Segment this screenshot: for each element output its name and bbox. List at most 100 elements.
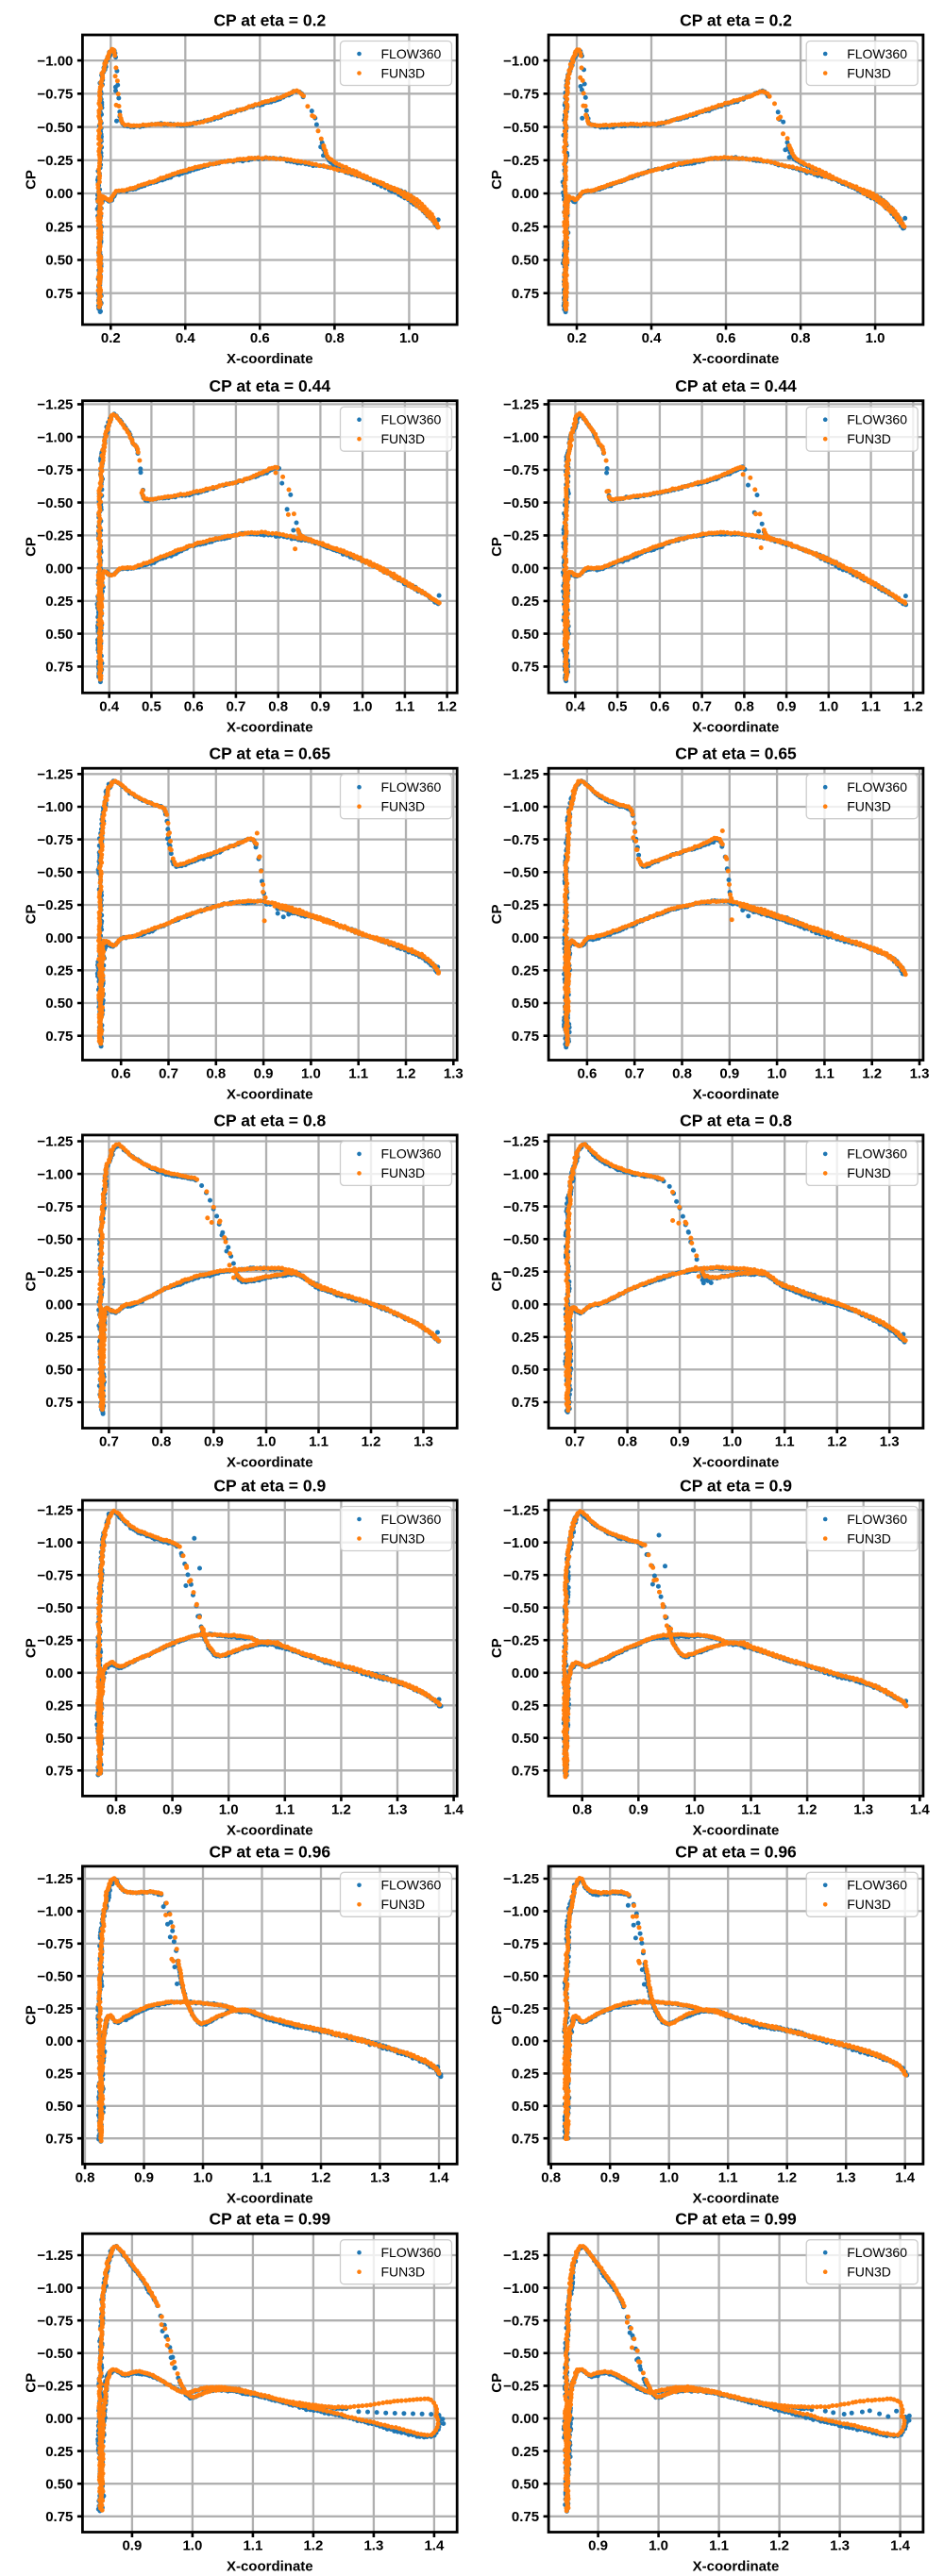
svg-text:FLOW360: FLOW360 <box>847 1512 907 1527</box>
svg-text:−0.75: −0.75 <box>503 2313 539 2329</box>
svg-text:−0.75: −0.75 <box>503 832 539 848</box>
svg-text:FUN3D: FUN3D <box>381 1165 426 1180</box>
svg-text:1.0: 1.0 <box>649 2538 668 2554</box>
svg-text:1.3: 1.3 <box>880 1434 900 1450</box>
svg-text:X-coordinate: X-coordinate <box>693 2559 780 2575</box>
svg-text:1.2: 1.2 <box>312 2169 331 2185</box>
svg-text:−0.25: −0.25 <box>37 2001 73 2017</box>
svg-text:0.9: 0.9 <box>588 2538 608 2554</box>
svg-text:CP at eta = 0.2: CP at eta = 0.2 <box>680 11 792 30</box>
svg-text:1.4: 1.4 <box>895 2169 916 2185</box>
svg-text:0.50: 0.50 <box>45 1731 73 1747</box>
svg-text:−1.00: −1.00 <box>503 2281 539 2297</box>
svg-text:FUN3D: FUN3D <box>381 2265 426 2280</box>
svg-text:1.1: 1.1 <box>815 1066 834 1082</box>
svg-text:−0.75: −0.75 <box>503 1567 539 1583</box>
svg-text:1.3: 1.3 <box>910 1066 930 1082</box>
svg-text:0.50: 0.50 <box>45 627 73 643</box>
svg-text:FUN3D: FUN3D <box>847 1531 891 1546</box>
svg-text:−1.00: −1.00 <box>37 2281 73 2297</box>
svg-text:CP: CP <box>489 1272 505 1292</box>
svg-text:FLOW360: FLOW360 <box>381 1146 442 1162</box>
svg-text:0.50: 0.50 <box>45 2099 73 2115</box>
svg-text:0.7: 0.7 <box>226 698 245 714</box>
svg-text:0.75: 0.75 <box>45 1764 73 1780</box>
svg-text:−0.75: −0.75 <box>37 1936 73 1952</box>
svg-text:0.9: 0.9 <box>204 1434 224 1450</box>
svg-text:−0.25: −0.25 <box>503 2379 539 2395</box>
svg-text:FLOW360: FLOW360 <box>381 2245 442 2260</box>
svg-text:1.2: 1.2 <box>362 1434 381 1450</box>
svg-text:1.1: 1.1 <box>741 1801 761 1817</box>
svg-text:0.00: 0.00 <box>512 2411 539 2427</box>
svg-text:1.0: 1.0 <box>866 330 885 346</box>
svg-text:−0.75: −0.75 <box>37 832 73 848</box>
svg-text:−1.25: −1.25 <box>37 1134 73 1150</box>
svg-text:−1.00: −1.00 <box>37 53 73 69</box>
svg-text:X-coordinate: X-coordinate <box>227 2559 313 2575</box>
svg-text:−1.00: −1.00 <box>503 53 539 69</box>
svg-text:−1.25: −1.25 <box>503 1502 539 1518</box>
svg-text:X-coordinate: X-coordinate <box>693 1455 780 1471</box>
svg-text:−0.50: −0.50 <box>503 865 539 881</box>
svg-text:0.00: 0.00 <box>512 1297 539 1313</box>
svg-text:FLOW360: FLOW360 <box>381 779 442 795</box>
svg-text:1.3: 1.3 <box>836 2169 856 2185</box>
svg-text:−1.00: −1.00 <box>503 429 539 445</box>
svg-text:1.4: 1.4 <box>430 2169 450 2185</box>
svg-text:FLOW360: FLOW360 <box>847 1146 907 1162</box>
svg-text:−0.25: −0.25 <box>503 528 539 544</box>
svg-text:FLOW360: FLOW360 <box>381 46 442 61</box>
svg-text:1.2: 1.2 <box>396 1066 416 1082</box>
svg-text:−0.50: −0.50 <box>37 2346 73 2362</box>
svg-text:1.2: 1.2 <box>827 1434 847 1450</box>
svg-text:−0.25: −0.25 <box>37 528 73 544</box>
svg-text:CP at eta = 0.9: CP at eta = 0.9 <box>213 1477 326 1496</box>
svg-text:1.0: 1.0 <box>722 1434 742 1450</box>
svg-text:−1.00: −1.00 <box>503 1166 539 1182</box>
svg-text:0.8: 0.8 <box>572 1801 592 1817</box>
svg-text:CP: CP <box>23 170 39 190</box>
svg-text:1.0: 1.0 <box>182 2538 202 2554</box>
svg-text:X-coordinate: X-coordinate <box>693 351 780 367</box>
svg-text:FUN3D: FUN3D <box>847 2265 891 2280</box>
svg-text:FLOW360: FLOW360 <box>847 779 907 795</box>
svg-text:−0.50: −0.50 <box>37 1968 73 1984</box>
svg-text:0.6: 0.6 <box>250 330 270 346</box>
svg-text:0.00: 0.00 <box>45 1297 73 1313</box>
svg-text:0.4: 0.4 <box>99 698 120 714</box>
svg-text:0.25: 0.25 <box>45 219 73 235</box>
svg-text:0.25: 0.25 <box>45 1698 73 1715</box>
svg-text:0.4: 0.4 <box>176 330 196 346</box>
svg-text:0.75: 0.75 <box>45 286 73 302</box>
svg-text:1.0: 1.0 <box>194 2169 213 2185</box>
svg-text:1.1: 1.1 <box>709 2538 729 2554</box>
svg-text:−1.00: −1.00 <box>37 429 73 445</box>
svg-text:FUN3D: FUN3D <box>381 1531 426 1546</box>
svg-text:0.7: 0.7 <box>99 1434 119 1450</box>
svg-text:0.9: 0.9 <box>311 698 330 714</box>
svg-text:0.7: 0.7 <box>565 1434 585 1450</box>
svg-text:1.1: 1.1 <box>775 1434 795 1450</box>
svg-text:0.50: 0.50 <box>45 1363 73 1379</box>
svg-text:0.6: 0.6 <box>577 1066 597 1082</box>
svg-text:0.75: 0.75 <box>512 1029 539 1045</box>
svg-text:0.25: 0.25 <box>512 1698 539 1715</box>
svg-text:CP: CP <box>489 904 505 924</box>
svg-text:0.2: 0.2 <box>101 330 121 346</box>
svg-text:−0.25: −0.25 <box>503 1264 539 1280</box>
svg-text:0.00: 0.00 <box>45 930 73 946</box>
svg-text:0.50: 0.50 <box>45 995 73 1012</box>
svg-text:1.0: 1.0 <box>353 698 373 714</box>
svg-text:1.2: 1.2 <box>777 2169 797 2185</box>
svg-text:1.2: 1.2 <box>303 2538 323 2554</box>
svg-text:0.7: 0.7 <box>159 1066 178 1082</box>
svg-text:0.25: 0.25 <box>512 219 539 235</box>
svg-text:0.75: 0.75 <box>512 660 539 676</box>
svg-text:0.50: 0.50 <box>512 627 539 643</box>
svg-text:FUN3D: FUN3D <box>847 799 891 814</box>
svg-text:−1.25: −1.25 <box>503 1871 539 1887</box>
svg-text:−0.75: −0.75 <box>37 462 73 478</box>
svg-text:FUN3D: FUN3D <box>847 1165 891 1180</box>
svg-text:0.00: 0.00 <box>512 186 539 202</box>
